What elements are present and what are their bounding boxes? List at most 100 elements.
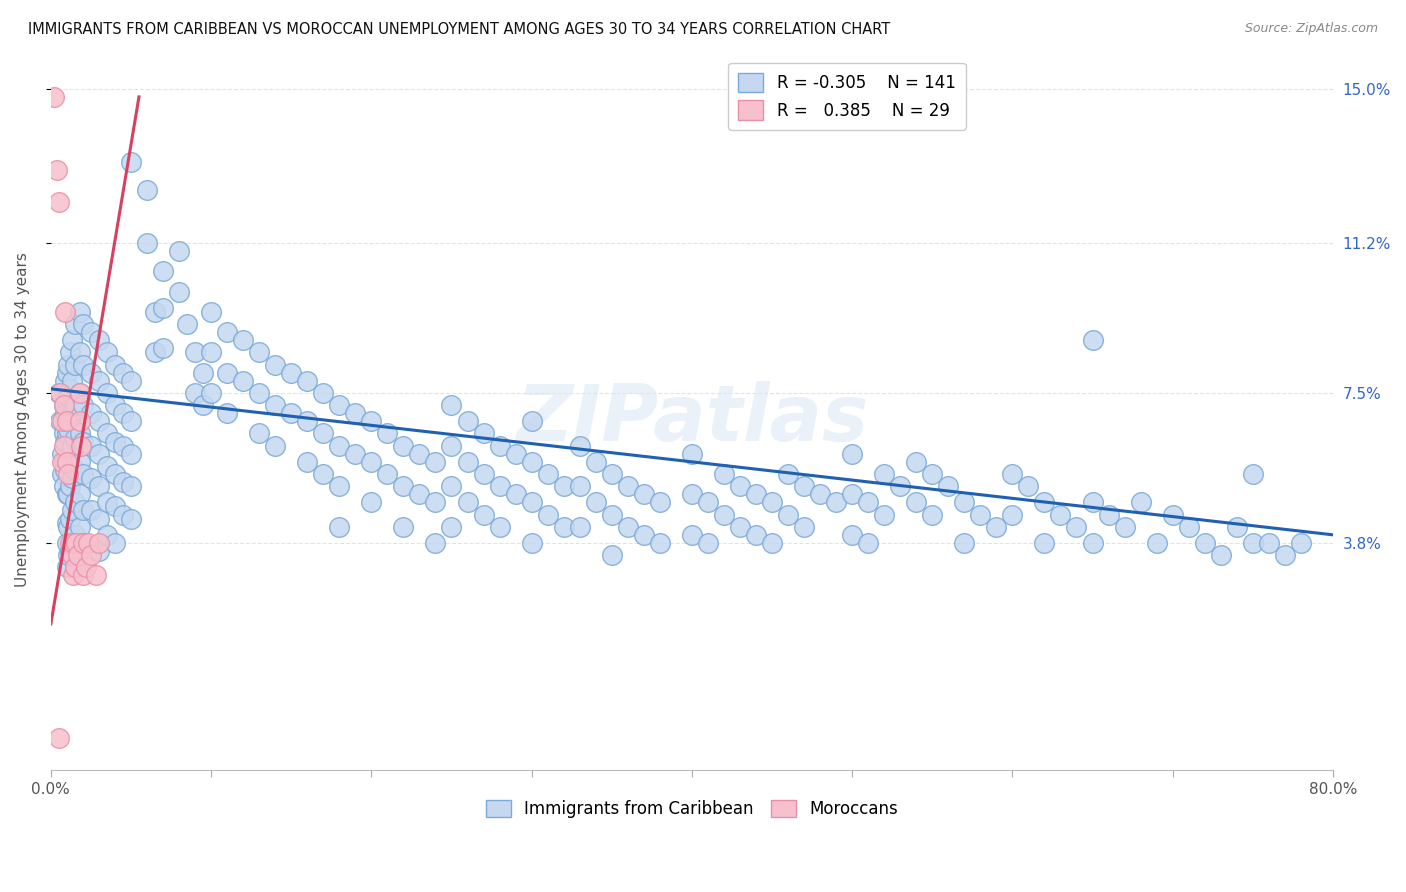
- Point: [52, 439, 75, 453]
- Point: [585, 455, 607, 469]
- Point: [553, 519, 575, 533]
- Point: [120, 511, 142, 525]
- Point: [328, 398, 350, 412]
- Point: [841, 447, 863, 461]
- Point: [111, 508, 134, 522]
- Point: [841, 487, 863, 501]
- Point: [1017, 479, 1039, 493]
- Point: [75, 560, 97, 574]
- Point: [392, 439, 415, 453]
- Point: [377, 426, 399, 441]
- Point: [616, 479, 638, 493]
- Point: [200, 385, 222, 400]
- Point: [87, 544, 110, 558]
- Point: [1209, 548, 1232, 562]
- Point: [58, 548, 80, 562]
- Point: [80, 503, 103, 517]
- Point: [648, 536, 671, 550]
- Point: [72, 503, 94, 517]
- Point: [104, 434, 127, 449]
- Point: [1289, 536, 1312, 550]
- Point: [104, 398, 127, 412]
- Point: [56, 426, 79, 441]
- Point: [96, 458, 118, 473]
- Point: [191, 366, 214, 380]
- Point: [1033, 536, 1056, 550]
- Point: [136, 235, 159, 250]
- Point: [87, 414, 110, 428]
- Point: [56, 414, 79, 428]
- Text: ZIPatlas: ZIPatlas: [516, 381, 868, 458]
- Point: [328, 519, 350, 533]
- Point: [776, 467, 799, 481]
- Point: [633, 528, 655, 542]
- Point: [58, 390, 80, 404]
- Point: [953, 536, 976, 550]
- Point: [56, 366, 79, 380]
- Point: [633, 487, 655, 501]
- Point: [425, 536, 447, 550]
- Point: [58, 519, 80, 533]
- Point: [184, 345, 207, 359]
- Point: [425, 495, 447, 509]
- Point: [104, 536, 127, 550]
- Point: [96, 495, 118, 509]
- Point: [58, 487, 80, 501]
- Point: [457, 414, 479, 428]
- Point: [136, 183, 159, 197]
- Point: [69, 455, 91, 469]
- Point: [488, 439, 510, 453]
- Point: [472, 426, 495, 441]
- Point: [87, 479, 110, 493]
- Point: [1194, 536, 1216, 550]
- Point: [648, 495, 671, 509]
- Point: [63, 495, 86, 509]
- Point: [60, 333, 83, 347]
- Point: [58, 422, 80, 436]
- Point: [889, 479, 911, 493]
- Point: [46, 162, 69, 177]
- Point: [96, 345, 118, 359]
- Point: [408, 487, 430, 501]
- Point: [1001, 508, 1024, 522]
- Point: [457, 455, 479, 469]
- Point: [681, 528, 703, 542]
- Point: [80, 471, 103, 485]
- Point: [921, 508, 943, 522]
- Point: [72, 398, 94, 412]
- Point: [104, 500, 127, 514]
- Point: [120, 447, 142, 461]
- Point: [1177, 519, 1199, 533]
- Point: [63, 463, 86, 477]
- Point: [152, 264, 174, 278]
- Point: [60, 406, 83, 420]
- Point: [440, 439, 463, 453]
- Point: [96, 426, 118, 441]
- Point: [60, 503, 83, 517]
- Point: [585, 495, 607, 509]
- Point: [696, 536, 718, 550]
- Point: [520, 414, 543, 428]
- Point: [1241, 467, 1264, 481]
- Point: [167, 285, 190, 299]
- Point: [969, 508, 991, 522]
- Point: [59, 479, 82, 493]
- Point: [42, 90, 65, 104]
- Point: [312, 426, 335, 441]
- Point: [1097, 508, 1119, 522]
- Point: [247, 426, 270, 441]
- Point: [520, 455, 543, 469]
- Point: [69, 519, 91, 533]
- Point: [80, 406, 103, 420]
- Point: [360, 495, 382, 509]
- Point: [921, 467, 943, 481]
- Point: [111, 439, 134, 453]
- Point: [70, 439, 93, 453]
- Point: [1161, 508, 1184, 522]
- Point: [111, 366, 134, 380]
- Point: [328, 439, 350, 453]
- Point: [60, 439, 83, 453]
- Point: [1081, 333, 1104, 347]
- Point: [856, 495, 879, 509]
- Point: [856, 536, 879, 550]
